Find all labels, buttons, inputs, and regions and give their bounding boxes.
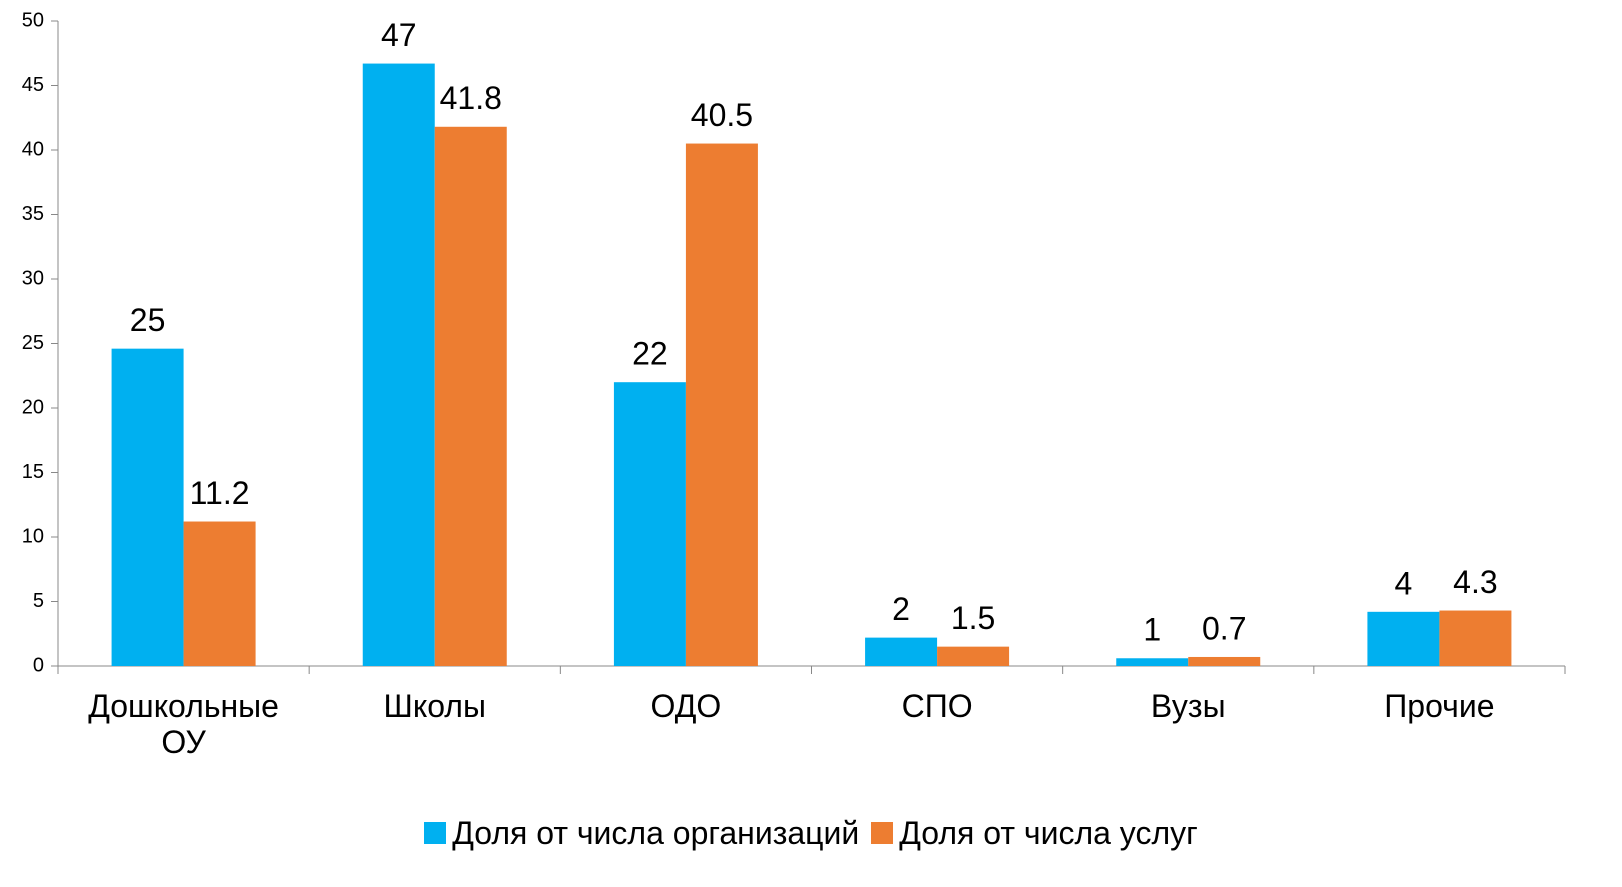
legend-label: Доля от числа услуг [899,815,1198,851]
data-label: 4 [1395,565,1413,601]
x-tick-label: Дошкольные ОУ [88,688,279,760]
x-tick-label: Прочие [1384,688,1495,724]
data-label: 1 [1143,612,1161,648]
bar [183,521,256,666]
data-label: 1.5 [951,600,995,636]
bar [434,126,507,666]
data-label: 2 [892,591,910,627]
bar [1367,611,1440,666]
data-label: 4.3 [1453,564,1497,600]
data-label: 47 [381,17,417,53]
data-label: 40.5 [691,97,753,133]
bar [1439,610,1512,666]
bar [937,646,1010,666]
y-tick-label: 0 [33,654,44,676]
bar [111,348,184,666]
y-tick-label: 5 [33,590,44,612]
y-tick-label: 40 [22,138,44,160]
data-label: 22 [632,336,668,372]
data-label: 11.2 [190,475,250,511]
y-tick-label: 30 [22,267,44,289]
data-label: 25 [130,302,166,338]
legend-swatch [424,822,447,844]
x-tick-label: ОДО [650,688,722,724]
y-tick-label: 20 [22,396,44,418]
legend: Доля от числа организаций Доля от числа у… [0,815,1622,852]
legend-item: Доля от числа организаций [424,815,859,852]
bar [685,143,758,667]
y-tick-label: 25 [22,332,44,354]
y-tick-label: 45 [22,74,44,96]
x-tick-label: СПО [901,688,973,724]
bar [362,63,435,666]
bar [1116,658,1189,666]
data-label: 0.7 [1202,610,1246,646]
legend-label: Доля от числа организаций [452,815,860,851]
bar [865,637,938,666]
legend-item: Доля от числа услуг [871,815,1198,852]
y-tick-label: 35 [22,203,44,225]
x-tick-label: Школы [383,688,486,724]
bar [1188,656,1261,666]
data-label: 41.8 [440,80,502,116]
y-tick-label: 15 [22,461,44,483]
y-tick-label: 50 [22,9,44,31]
y-tick-label: 10 [22,525,44,547]
legend-swatch [871,822,894,844]
bar [613,382,686,666]
x-tick-label: Вузы [1150,688,1226,724]
